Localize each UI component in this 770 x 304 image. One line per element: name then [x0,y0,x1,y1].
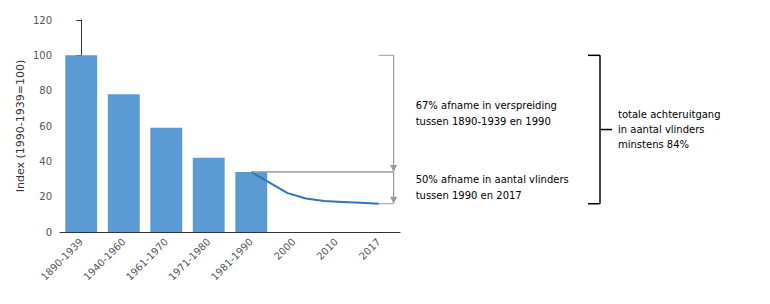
svg-text:2017: 2017 [357,236,383,262]
svg-text:50% afname in aantal vlinders: 50% afname in aantal vlinders [416,174,569,185]
svg-text:2000: 2000 [272,236,298,262]
svg-text:1981-1990: 1981-1990 [209,236,255,282]
svg-text:tussen 1890-1939 en 1990: tussen 1890-1939 en 1990 [416,116,551,127]
svg-text:Index (1990-1939=100): Index (1990-1939=100) [14,60,27,193]
svg-text:0: 0 [46,227,52,238]
svg-text:1890-1939: 1890-1939 [39,236,85,282]
svg-text:20: 20 [39,191,52,202]
svg-text:2010: 2010 [314,236,340,262]
svg-text:1940-1960: 1940-1960 [81,236,127,282]
svg-text:minstens 84%: minstens 84% [618,139,689,150]
svg-text:80: 80 [39,85,52,96]
svg-text:60: 60 [39,121,52,132]
svg-text:1971-1980: 1971-1980 [166,236,212,282]
svg-text:in aantal vlinders: in aantal vlinders [618,124,705,135]
svg-text:tussen 1990 en 2017: tussen 1990 en 2017 [416,190,522,201]
svg-text:1961-1970: 1961-1970 [124,236,170,282]
svg-text:40: 40 [39,156,52,167]
svg-text:120: 120 [33,15,52,26]
svg-text:100: 100 [33,50,52,61]
svg-text:67% afname in verspreiding: 67% afname in verspreiding [416,100,557,111]
svg-text:totale achteruitgang: totale achteruitgang [618,109,721,120]
